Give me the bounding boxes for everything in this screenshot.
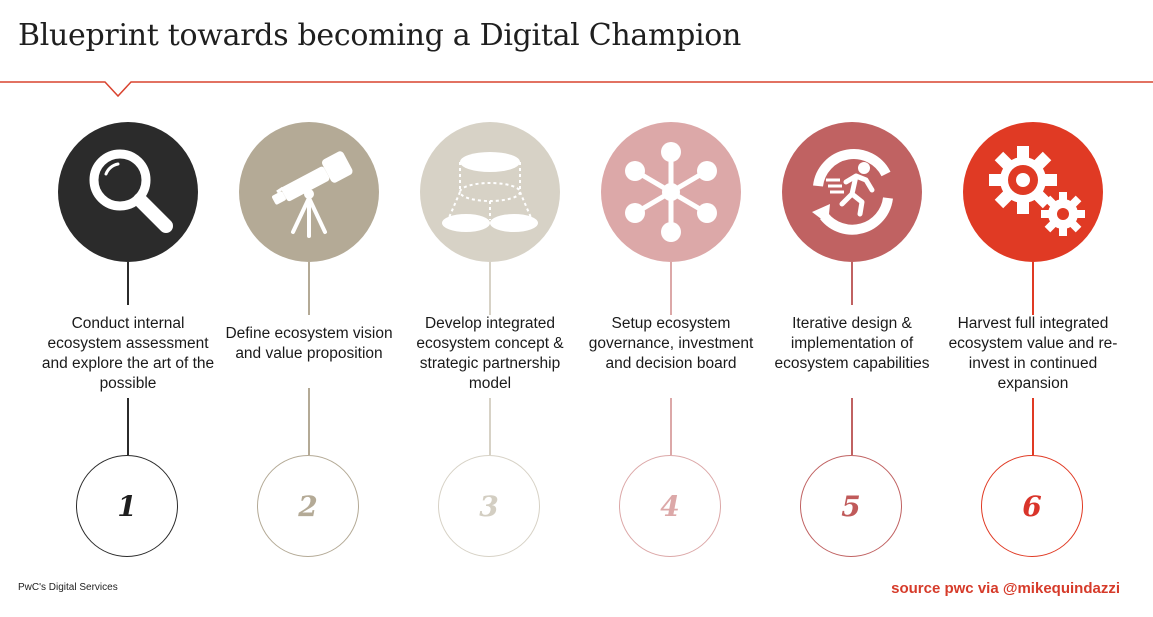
layers-icon xyxy=(442,152,538,232)
step-3-icon-circle xyxy=(420,122,560,262)
title-underline xyxy=(0,81,1153,98)
step-1-description: Conduct internal ecosystem assessment an… xyxy=(41,315,215,392)
step-2-number: 2 xyxy=(257,455,359,557)
network-hub-icon xyxy=(625,142,717,242)
step-5: Iterative design & implementation of eco… xyxy=(761,0,943,617)
step-3-description: Develop integrated ecosystem concept & s… xyxy=(416,315,564,392)
step-3: Develop integrated ecosystem concept & s… xyxy=(399,0,581,617)
step-6: Harvest full integrated ecosystem value … xyxy=(942,0,1124,617)
step-3-number: 3 xyxy=(438,455,540,557)
runner-cycle-icon xyxy=(812,149,893,235)
step-2: Define ecosystem vision and value propos… xyxy=(218,0,400,617)
step-6-icon-circle xyxy=(963,122,1103,262)
step-5-number: 5 xyxy=(800,455,902,557)
step-2-icon-circle xyxy=(239,122,379,262)
step-1-number: 1 xyxy=(76,455,178,557)
step-2-description: Define ecosystem vision and value propos… xyxy=(225,325,393,362)
step-4: Setup ecosystem governance, investment a… xyxy=(580,0,762,617)
step-6-description: Harvest full integrated ecosystem value … xyxy=(948,315,1118,392)
step-5-icon-circle xyxy=(782,122,922,262)
footer-source: source pwc via @mikequindazzi xyxy=(891,580,1120,597)
step-6-number: 6 xyxy=(981,455,1083,557)
step-5-description: Iterative design & implementation of eco… xyxy=(774,315,930,372)
telescope-icon xyxy=(272,151,353,238)
page-title: Blueprint towards becoming a Digital Cha… xyxy=(18,18,742,53)
magnifier-icon xyxy=(89,149,173,233)
step-1: Conduct internal ecosystem assessment an… xyxy=(37,0,219,617)
step-4-description: Setup ecosystem governance, investment a… xyxy=(588,315,754,372)
step-1-icon-circle xyxy=(58,122,198,262)
step-4-icon-circle xyxy=(601,122,741,262)
step-4-number: 4 xyxy=(619,455,721,557)
footer-brand: PwC's Digital Services xyxy=(18,582,118,593)
gears-icon xyxy=(989,146,1085,236)
